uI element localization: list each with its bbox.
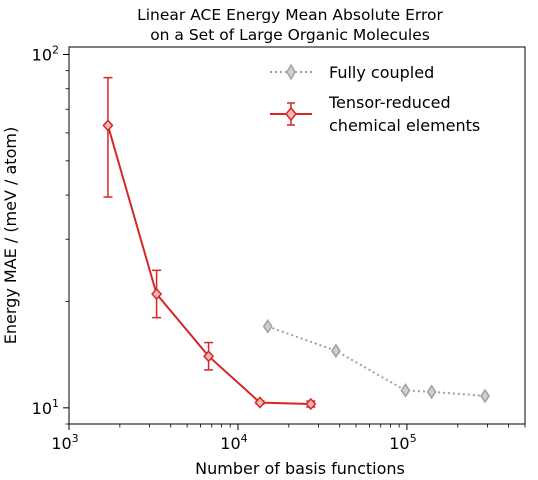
plot-area <box>102 76 490 411</box>
data-point-tensor-reduced <box>151 287 163 301</box>
x-tick-label-base: 10 <box>51 434 71 453</box>
x-tick-label-base: 10 <box>389 434 409 453</box>
y-tick-label: 101 <box>32 397 59 418</box>
series-line-tensor-reduced <box>106 125 311 405</box>
legend: Fully coupled Tensor-reduced chemical el… <box>270 63 480 135</box>
legend-label-tensor-reduced-line-2: chemical elements <box>329 116 480 135</box>
data-point-tensor-reduced <box>102 119 114 132</box>
y-axis-label: Energy MAE / (meV / atom) <box>1 127 20 344</box>
x-tick-label: 105 <box>389 432 416 453</box>
plot-frame <box>68 46 526 425</box>
data-point-fully-coupled <box>400 383 411 398</box>
x-tick-label-exponent: 3 <box>72 432 79 445</box>
data-point-fully-coupled <box>426 384 437 400</box>
data-point-fully-coupled <box>331 343 341 359</box>
data-point-tensor-reduced <box>254 396 266 409</box>
series-line-fully-coupled <box>267 325 486 397</box>
x-tick-label-exponent: 5 <box>410 432 417 445</box>
chart-title-line-1: Linear ACE Energy Mean Absolute Error <box>137 6 443 24</box>
y-tick-label-base: 10 <box>32 45 52 64</box>
legend-marker-fully-coupled <box>286 63 296 81</box>
x-axis-label: Number of basis functions <box>195 459 405 478</box>
y-tick-label-exponent: 1 <box>52 397 59 410</box>
x-tick-label-base: 10 <box>220 434 240 453</box>
legend-label-tensor-reduced-line-1: Tensor-reduced <box>328 93 451 112</box>
y-tick-label-exponent: 2 <box>52 43 59 56</box>
data-point-tensor-reduced <box>305 397 317 411</box>
y-tick-label: 102 <box>32 43 59 64</box>
legend-label-fully-coupled: Fully coupled <box>329 63 434 82</box>
x-tick-label: 104 <box>220 432 247 453</box>
y-tick-label-base: 10 <box>32 399 52 418</box>
legend-marker-tensor-reduced <box>285 106 297 122</box>
data-point-fully-coupled <box>480 388 490 404</box>
chart-title-line-2: on a Set of Large Organic Molecules <box>150 26 430 44</box>
data-point-tensor-reduced <box>203 350 215 363</box>
x-tick-label: 103 <box>51 432 78 453</box>
data-point-fully-coupled <box>262 319 273 334</box>
x-tick-label-exponent: 4 <box>241 432 248 445</box>
